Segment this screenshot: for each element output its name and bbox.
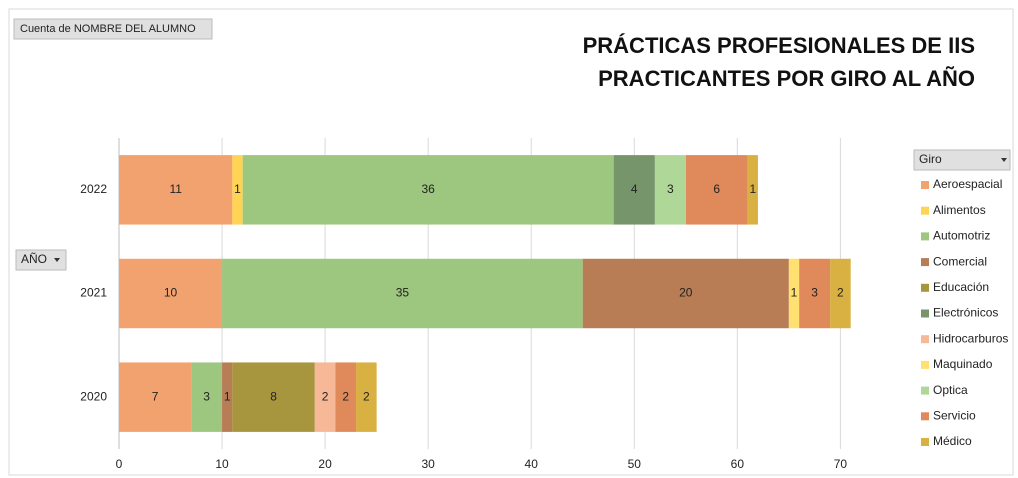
bar-segment (799, 258, 831, 329)
chart-title: PRACTICANTES POR GIRO AL AÑO (598, 66, 975, 91)
data-label: 8 (270, 389, 277, 403)
bar-segment (335, 362, 357, 432)
legend-swatch (921, 438, 929, 446)
bar-segment (654, 155, 686, 225)
legend-label: Médico (933, 434, 972, 448)
dropdown-arrow (1001, 158, 1007, 162)
legend-label: Hidrocarburos (933, 331, 1008, 345)
legend-label: Maquinado (933, 357, 993, 371)
x-tick-label: 20 (318, 457, 332, 471)
data-label: 3 (811, 286, 818, 300)
y-tick-label: 2021 (80, 286, 107, 300)
legend-swatch (921, 181, 929, 189)
data-label: 1 (224, 389, 231, 403)
x-tick-label: 60 (731, 457, 745, 471)
bar-segment (830, 258, 851, 329)
legend-label: Comercial (933, 254, 987, 268)
data-label: 3 (203, 389, 210, 403)
legend-label: Optica (933, 383, 968, 397)
y-tick-label: 2020 (80, 389, 107, 403)
data-label: 2 (342, 389, 349, 403)
data-label: 2 (322, 389, 329, 403)
x-tick-label: 30 (421, 457, 435, 471)
x-tick-label: 70 (834, 457, 848, 471)
bar-segment (788, 258, 800, 329)
legend-field-button[interactable] (913, 149, 1011, 171)
legend-label: Automotriz (933, 229, 990, 243)
y-tick-label: 2022 (80, 182, 107, 196)
values-field-label: Cuenta de NOMBRE DEL ALUMNO (20, 23, 196, 35)
bar-segment (314, 362, 336, 432)
bar-segment (747, 155, 758, 225)
legend-swatch (921, 283, 929, 292)
data-label: 2 (837, 286, 844, 300)
data-label: 11 (169, 182, 182, 196)
legend-label: Alimentos (933, 203, 986, 217)
x-tick-label: 0 (116, 457, 123, 471)
x-tick-label: 10 (215, 457, 229, 471)
bar-segment (191, 362, 223, 432)
bar-segment (119, 155, 233, 225)
legend-swatch (921, 232, 929, 241)
x-tick-label: 40 (525, 457, 539, 471)
legend-swatch (921, 309, 929, 318)
data-label: 20 (679, 286, 693, 300)
bar-segment (119, 362, 192, 432)
dropdown-arrow (54, 258, 60, 262)
legend-field-label: Giro (919, 152, 942, 166)
axis-field-label: AÑO (21, 252, 47, 266)
data-label: 10 (164, 286, 178, 300)
bar-segment (685, 155, 748, 225)
data-label: 1 (234, 182, 241, 196)
chart-title: PRÁCTICAS PROFESIONALES DE IIS (583, 33, 975, 58)
data-label: 4 (631, 182, 638, 196)
legend-swatch (921, 386, 929, 395)
axis-field-button[interactable] (15, 249, 67, 271)
data-label: 3 (667, 182, 674, 196)
bar-segment (582, 258, 789, 329)
data-label: 7 (152, 389, 159, 403)
legend-swatch (921, 206, 929, 215)
legend-label: Aeroespacial (933, 177, 1002, 191)
bar-segment (242, 155, 614, 225)
data-label: 2 (363, 389, 370, 403)
data-label: 1 (791, 286, 798, 300)
data-label: 6 (713, 182, 720, 196)
x-tick-label: 50 (628, 457, 642, 471)
data-label: 35 (396, 286, 410, 300)
bar-segment (613, 155, 655, 225)
bar-segment (222, 362, 233, 432)
legend-swatch (921, 360, 929, 369)
data-label: 1 (749, 182, 756, 196)
bar-segment (232, 362, 315, 432)
legend-label: Servicio (933, 408, 976, 422)
legend-swatch (921, 412, 929, 421)
bar-segment (356, 362, 377, 432)
legend-label: Electrónicos (933, 306, 998, 320)
bar-segment (232, 155, 243, 225)
bar-segment (222, 258, 583, 329)
bar-segment (119, 258, 223, 329)
legend-label: Educación (933, 280, 989, 294)
data-label: 36 (421, 182, 435, 196)
legend-swatch (921, 335, 929, 344)
values-field-button[interactable] (13, 18, 213, 40)
legend-swatch (921, 258, 929, 267)
